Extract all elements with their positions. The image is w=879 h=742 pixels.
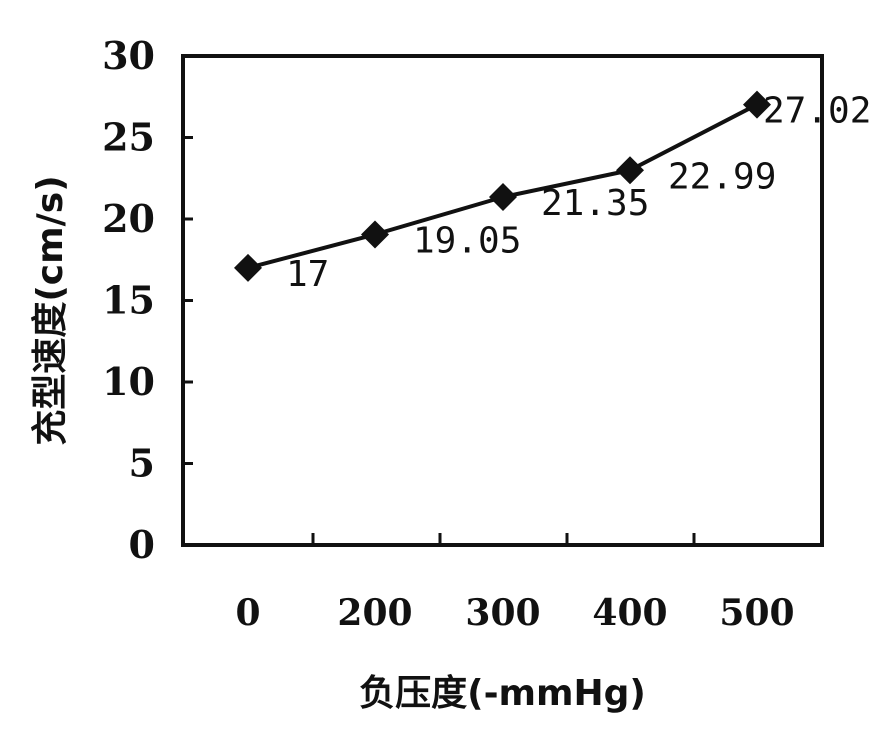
plot-area [181,54,824,547]
series-line [234,90,771,282]
data-labels: 17 19.05 21.35 22.99 27.02 [286,91,871,295]
x-axis: 0 200 300 400 500 [235,533,795,634]
data-label: 17 [286,254,329,295]
y-tick-label: 5 [129,441,155,486]
x-tick-label: 200 [337,592,412,634]
data-point-marker [361,220,389,249]
data-label: 27.02 [763,91,871,132]
x-tick-label: 300 [465,592,540,634]
x-tick-label: 0 [235,592,260,634]
x-tick-label: 400 [592,592,667,634]
data-label: 19.05 [413,220,521,261]
data-point-marker [489,182,517,211]
y-tick-label: 10 [102,359,155,404]
y-axis: 0 5 10 15 20 25 30 [102,33,193,567]
plot-frame [181,54,824,547]
data-label: 22.99 [668,156,776,197]
x-tick-label: 500 [719,592,794,634]
y-tick-label: 0 [129,522,155,567]
x-axis-title: 负压度(-mmHg) [359,673,646,714]
y-tick-label: 25 [102,115,155,160]
data-point-marker [234,253,262,282]
data-point-marker [743,90,771,119]
y-tick-label: 20 [102,196,155,241]
data-label: 21.35 [541,183,649,224]
y-axis-title: 充型速度(cm/s) [30,175,71,445]
y-tick-label: 30 [102,33,155,78]
y-tick-label: 15 [102,278,155,323]
data-point-marker [616,156,644,185]
